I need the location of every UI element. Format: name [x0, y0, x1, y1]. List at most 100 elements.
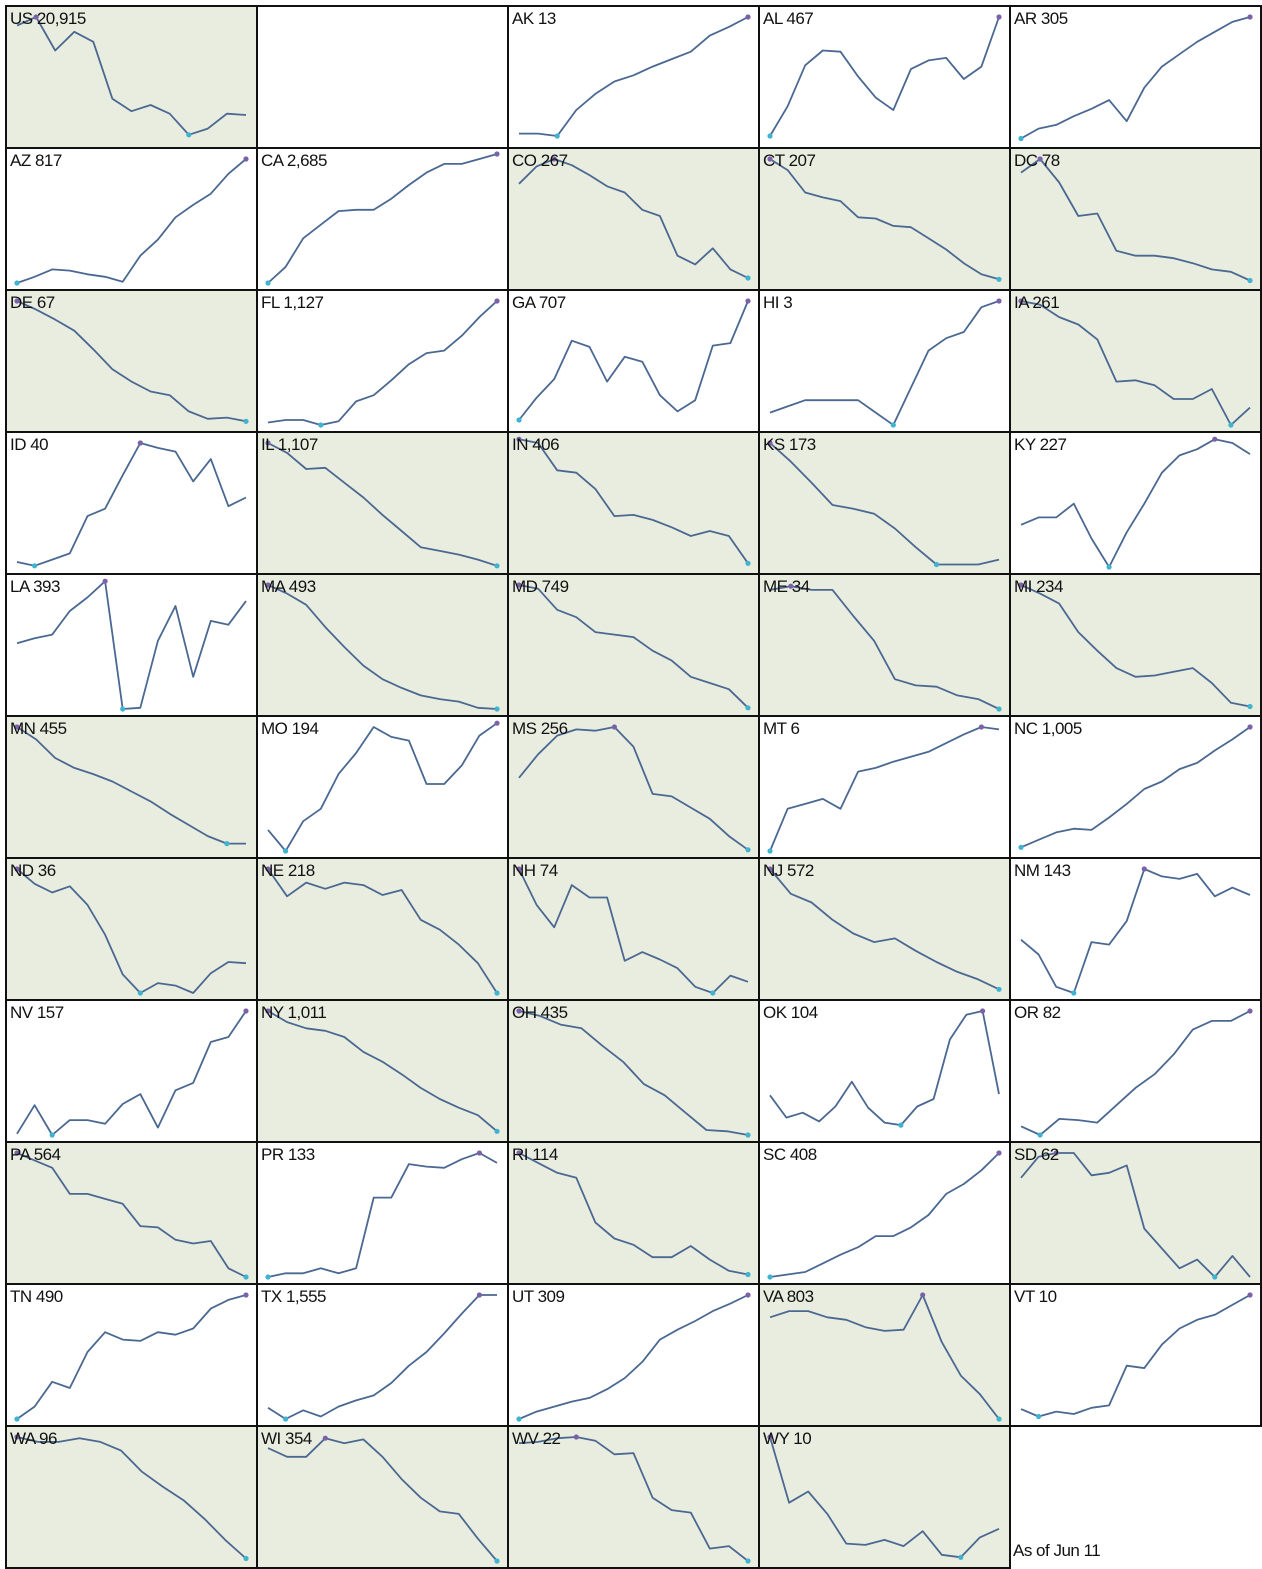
- max-point-marker: [1247, 1292, 1253, 1298]
- state-panel-ia: IA 261: [1009, 289, 1262, 433]
- max-point-marker: [1247, 14, 1253, 20]
- max-point-marker: [745, 14, 751, 20]
- min-point-marker: [767, 1274, 773, 1280]
- state-panel-wa: WA 96: [5, 1425, 258, 1569]
- max-point-marker: [322, 1435, 328, 1441]
- as-of-date-note: As of Jun 11: [1013, 1541, 1101, 1560]
- min-point-marker: [710, 990, 716, 996]
- state-label: NY 1,011: [261, 1003, 327, 1022]
- trend-line: [16, 580, 247, 710]
- min-point-marker: [1247, 703, 1253, 710]
- trend-line: [769, 1152, 1000, 1278]
- small-multiples-grid: US 20,915 AK 13 AL 467 AR 305 AZ 817 CA 2,685…: [5, 5, 1262, 1569]
- sparkline-chart: [1018, 582, 1253, 710]
- min-point-marker: [745, 1271, 751, 1278]
- state-panel-ms: MS 256: [507, 715, 760, 859]
- trend-line: [267, 300, 498, 426]
- state-label: ND 36: [10, 861, 56, 880]
- state-label: RI 114: [512, 1145, 558, 1164]
- sparkline-chart: [767, 440, 1000, 568]
- state-label: WY 10: [763, 1429, 812, 1448]
- max-point-marker: [767, 866, 773, 872]
- state-label: VT 10: [1014, 1287, 1057, 1306]
- empty-cell: [256, 5, 509, 149]
- max-point-marker: [516, 436, 522, 442]
- min-point-marker: [1018, 844, 1024, 850]
- max-point-marker: [516, 866, 522, 872]
- min-point-marker: [283, 1416, 289, 1422]
- state-panel-mt: MT 6: [758, 715, 1011, 859]
- sparkline-chart: [14, 1150, 249, 1280]
- min-point-marker: [224, 841, 230, 847]
- trend-line: [518, 1152, 749, 1276]
- min-point-marker: [745, 705, 751, 711]
- min-point-marker: [49, 1132, 55, 1138]
- state-panel-hi: HI 3: [758, 289, 1011, 433]
- sparkline-chart: [769, 1008, 1000, 1128]
- state-panel-md: MD 749: [507, 573, 760, 717]
- trend-line: [1020, 16, 1251, 140]
- trend-line: [267, 868, 498, 994]
- state-label: AL 467: [763, 9, 814, 28]
- trend-line: [16, 16, 247, 136]
- trend-line: [518, 158, 749, 279]
- state-label: HI 3: [763, 293, 793, 312]
- sparkline-chart: [16, 14, 247, 138]
- state-label: MT 6: [763, 719, 800, 738]
- state-label: NE 218: [261, 861, 315, 880]
- trend-line: [1020, 438, 1251, 568]
- trend-line: [16, 868, 247, 994]
- state-label: KY 227: [1014, 435, 1067, 454]
- state-panel-nm: NM 143: [1009, 857, 1262, 1001]
- sparkline-chart: [267, 298, 500, 428]
- sparkline-chart: [519, 14, 751, 139]
- sparkline-chart: [267, 1435, 500, 1564]
- state-label: WV 22: [512, 1429, 561, 1448]
- trend-line: [1020, 584, 1251, 708]
- sparkline-chart: [1018, 298, 1251, 428]
- state-panel-nd: ND 36: [5, 857, 258, 1001]
- state-label: NM 143: [1014, 861, 1071, 880]
- state-label: OR 82: [1014, 1003, 1061, 1022]
- sparkline-chart: [516, 582, 751, 711]
- sparkline-chart: [16, 1008, 249, 1138]
- sparkline-chart: [516, 298, 751, 423]
- sparkline-chart: [767, 724, 1000, 854]
- state-panel-ut: UT 309: [507, 1283, 760, 1427]
- state-label: AR 305: [1014, 9, 1068, 28]
- max-point-marker: [243, 156, 249, 162]
- state-label: ID 40: [10, 435, 49, 454]
- max-point-marker: [476, 1292, 482, 1298]
- max-point-marker: [494, 151, 500, 157]
- min-point-marker: [996, 1416, 1002, 1422]
- state-label: VA 803: [763, 1287, 814, 1306]
- state-label: OH 435: [512, 1003, 568, 1022]
- sparkline-chart: [518, 724, 751, 853]
- sparkline-chart: [14, 1292, 249, 1422]
- state-panel-ca: CA 2,685: [256, 147, 509, 291]
- min-point-marker: [745, 275, 751, 281]
- state-panel-ks: KS 173: [758, 431, 1011, 575]
- sparkline-chart: [265, 582, 500, 712]
- state-label: AK 13: [512, 9, 556, 28]
- trend-line: [769, 442, 1000, 566]
- state-label: WA 96: [10, 1429, 57, 1448]
- min-point-marker: [554, 133, 560, 139]
- min-point-marker: [1212, 1274, 1218, 1280]
- min-point-marker: [494, 706, 500, 712]
- min-point-marker: [745, 560, 751, 566]
- min-point-marker: [745, 1132, 751, 1138]
- max-point-marker: [611, 724, 617, 730]
- trend-line: [16, 1010, 247, 1136]
- sparkline-chart: [14, 1434, 249, 1562]
- sparkline-chart: [14, 724, 246, 847]
- state-panel-tx: TX 1,555: [256, 1283, 509, 1427]
- trend-line: [16, 1294, 247, 1420]
- sparkline-chart: [16, 578, 247, 712]
- min-point-marker: [1228, 422, 1234, 428]
- sparkline-chart: [767, 14, 1002, 139]
- max-point-marker: [920, 1292, 926, 1298]
- state-panel-va: VA 803: [758, 1283, 1011, 1427]
- max-point-marker: [516, 1150, 522, 1156]
- state-panel-mi: MI 234: [1009, 573, 1262, 717]
